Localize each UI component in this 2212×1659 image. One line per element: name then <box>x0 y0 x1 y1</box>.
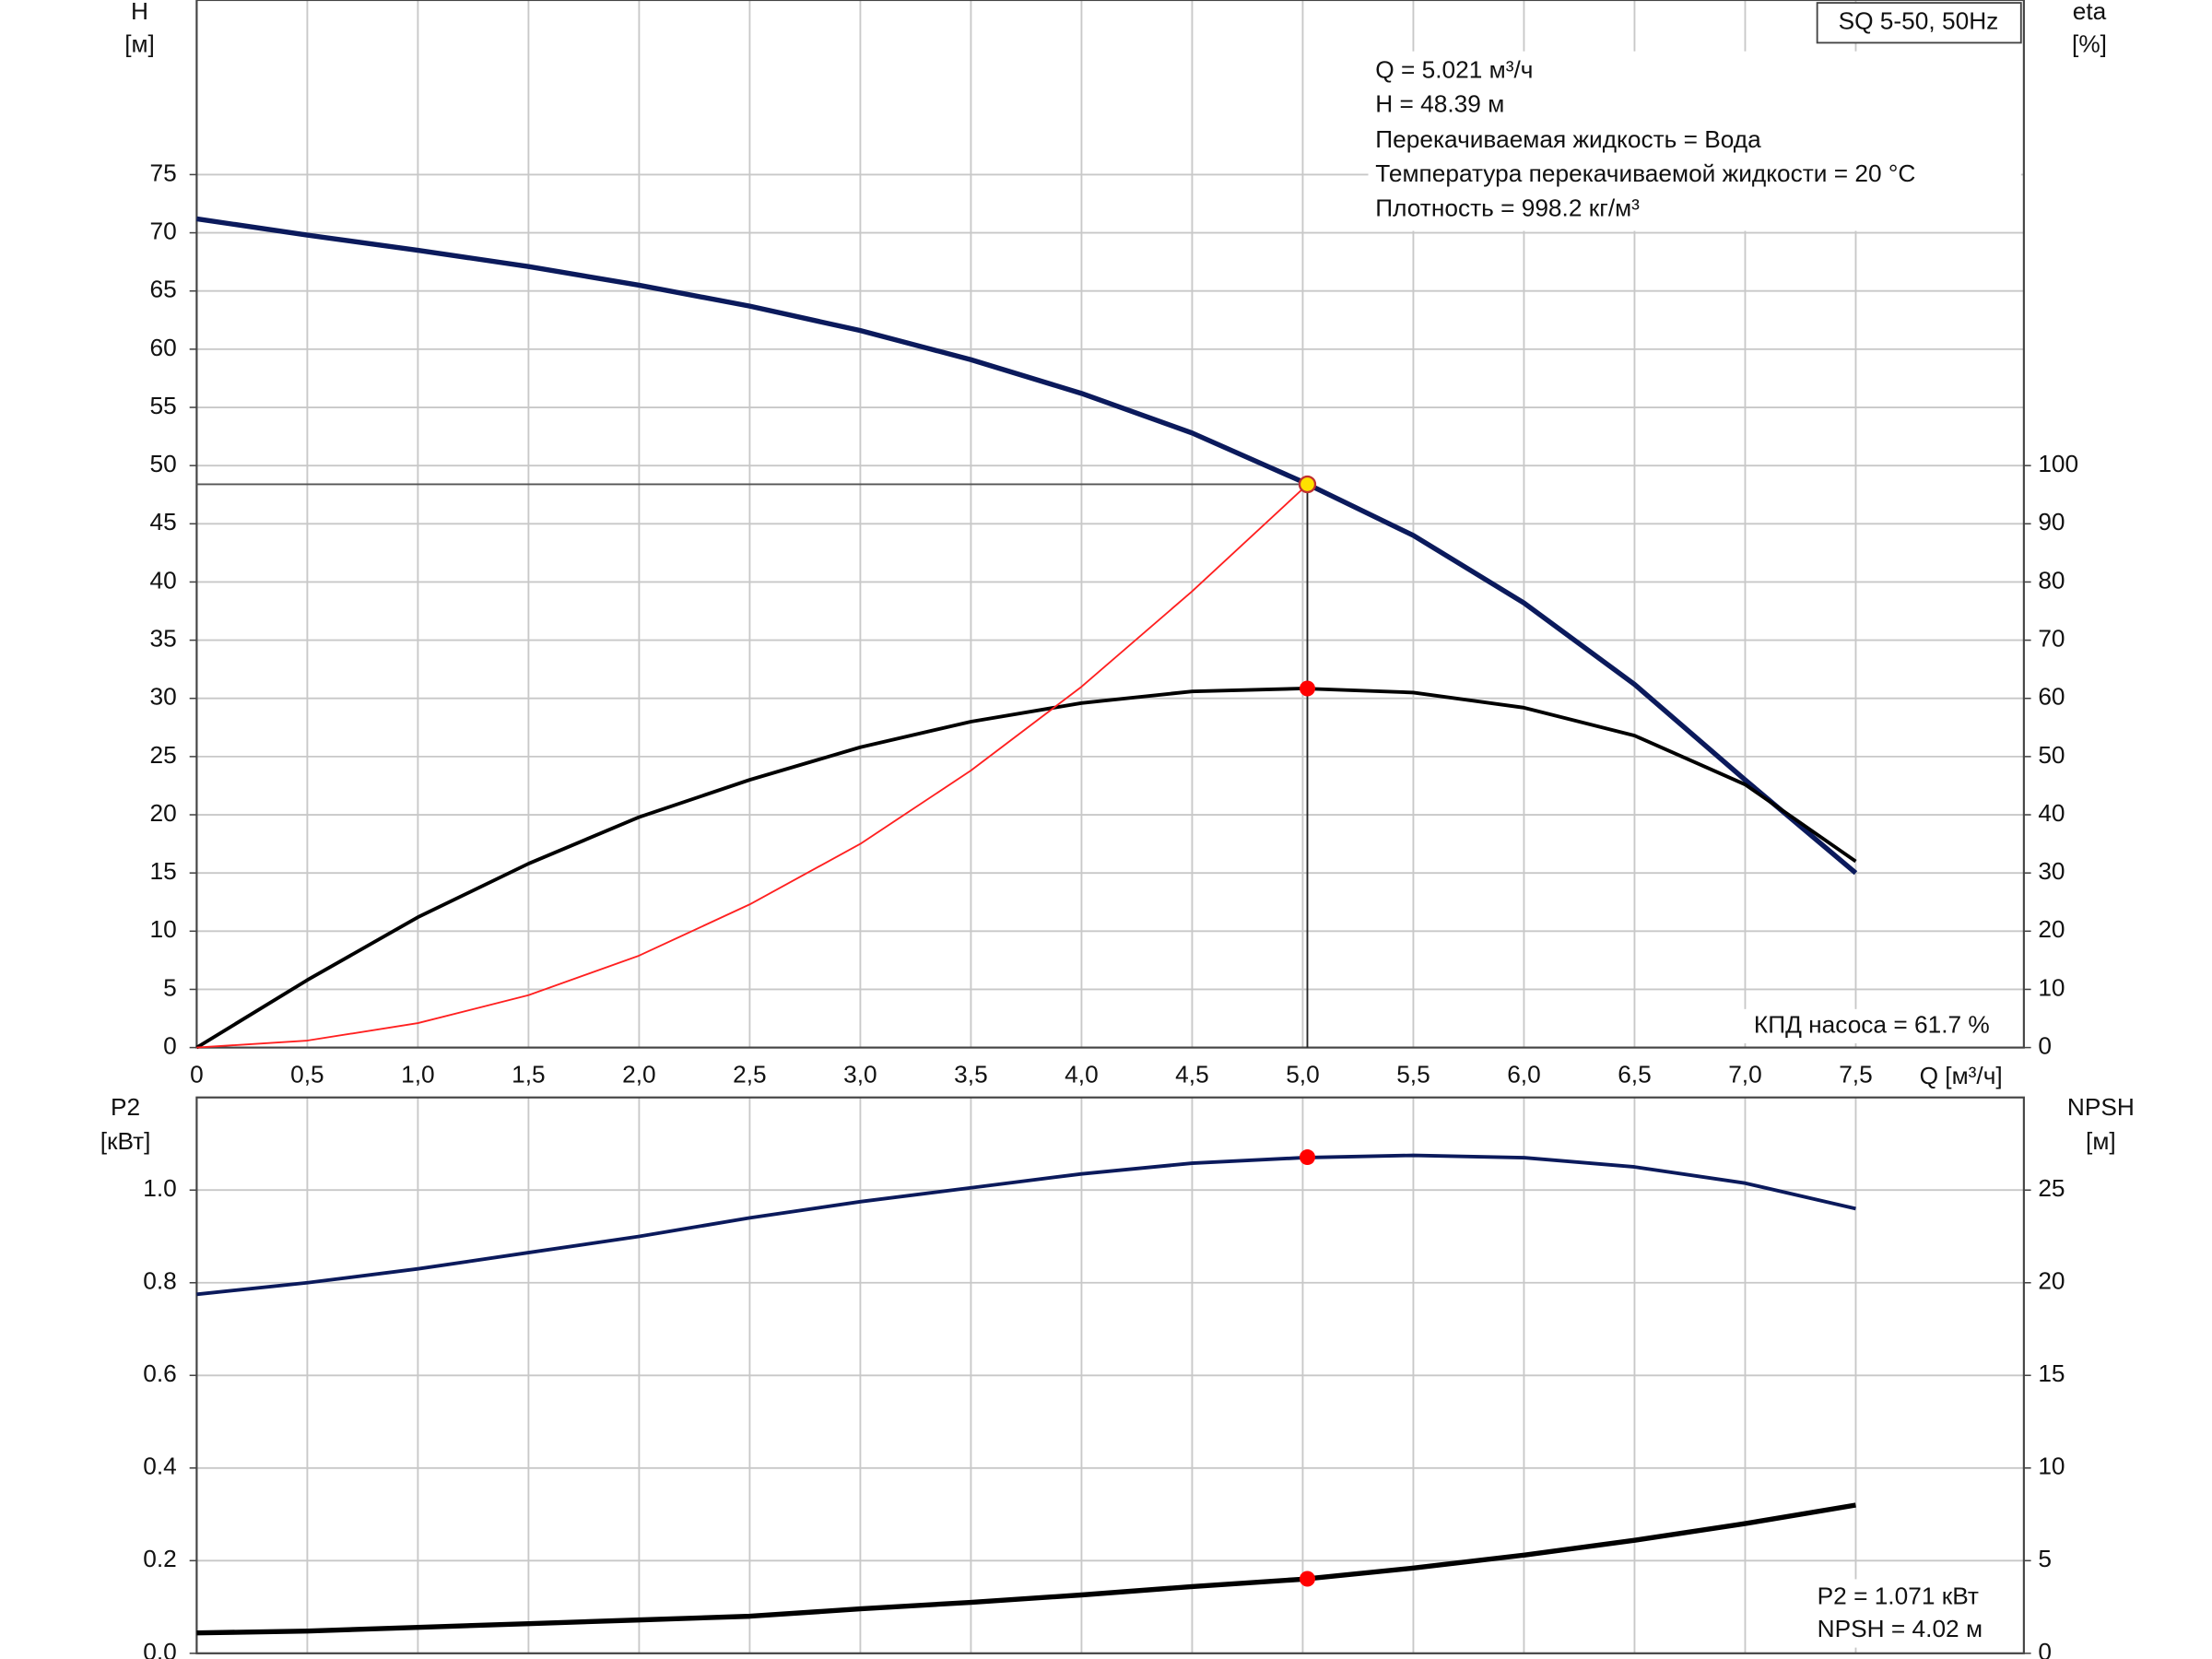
y2-tick-label: 100 <box>2038 450 2078 477</box>
y-tick-label: 0.6 <box>143 1359 177 1387</box>
x-tick-label: 1,5 <box>512 1060 546 1088</box>
operating-point <box>1299 1149 1315 1166</box>
y2-tick-label: 5 <box>2038 1545 2052 1572</box>
y-tick-label: 65 <box>150 276 177 303</box>
x-tick-label: 0,5 <box>290 1060 324 1088</box>
x-tick-label: 7,0 <box>1728 1060 1762 1088</box>
y2-tick-label: 10 <box>2038 973 2065 1001</box>
y-axis-unit: [м] <box>124 29 155 57</box>
y2-axis-unit: [м] <box>2086 1127 2116 1155</box>
marks-layer: 0 0,5 1,0 1,5 2,0 2,5 3,0 3,5 4,0 4,5 5,0 5,5 6,0 6,5… <box>143 159 2078 1659</box>
x-tick-label: 2,5 <box>733 1060 767 1088</box>
y-tick-label: 5 <box>163 973 177 1001</box>
x-tick-label: 6,5 <box>1618 1060 1652 1088</box>
y-tick-label: 1.0 <box>143 1174 177 1202</box>
x-tick-label: 5,5 <box>1396 1060 1430 1088</box>
y-axis-label: H <box>131 0 148 25</box>
y-tick-label: 50 <box>150 450 177 477</box>
y2-tick-label: 20 <box>2038 915 2065 943</box>
y-tick-label: 20 <box>150 799 177 827</box>
efficiency-label: КПД насоса = 61.7 % <box>1754 1010 1990 1038</box>
x-tick-label: 7,5 <box>1839 1060 1873 1088</box>
y2-tick-label: 70 <box>2038 625 2065 653</box>
y-tick-label: 60 <box>150 334 177 361</box>
info-box <box>1368 51 2021 231</box>
y-tick-label: 10 <box>150 915 177 943</box>
y-tick-label: 0.2 <box>143 1545 177 1572</box>
y2-tick-label: 25 <box>2038 1174 2065 1202</box>
result-box <box>1806 1579 2007 1648</box>
y2-tick-label: 90 <box>2038 508 2065 535</box>
x-tick-label: 4,0 <box>1065 1060 1099 1088</box>
y2-axis-unit: [%] <box>2072 29 2107 57</box>
efficiency-box <box>1724 1008 2005 1043</box>
y-axis-label: P2 <box>111 1093 140 1121</box>
y-tick-label: 75 <box>150 159 177 186</box>
x-tick-label: 3,5 <box>954 1060 988 1088</box>
annotation: Температура перекачиваемой жидкости = 20… <box>1375 159 1915 187</box>
series-line <box>195 687 1857 1050</box>
y2-tick-label: 30 <box>2038 857 2065 885</box>
y-tick-label: 45 <box>150 508 177 535</box>
y2-tick-label: 80 <box>2038 566 2065 594</box>
y2-tick-label: 50 <box>2038 741 2065 769</box>
x-tick-label: 5,0 <box>1286 1060 1320 1088</box>
series-line <box>196 216 1858 876</box>
y2-tick-label: 0 <box>2038 1638 2052 1659</box>
y-tick-label: 0 <box>163 1032 177 1060</box>
y-tick-label: 35 <box>150 625 177 653</box>
y2-tick-label: 60 <box>2038 683 2065 711</box>
y-tick-label: 25 <box>150 741 177 769</box>
grid-layer <box>195 0 2025 1654</box>
x-tick-label: 6,0 <box>1507 1060 1541 1088</box>
model-label: SQ 5-50, 50Hz <box>1839 7 1999 35</box>
y-tick-label: 0.0 <box>143 1638 177 1659</box>
x-axis-label: Q [м³/ч] <box>1920 1062 2003 1089</box>
y-axis-unit: [кВт] <box>100 1127 151 1155</box>
operating-point <box>1299 680 1315 697</box>
y-tick-label: 70 <box>150 218 177 245</box>
y-tick-label: 55 <box>150 392 177 419</box>
x-tick-label: 1,0 <box>401 1060 435 1088</box>
annotation: Плотность = 998.2 кг/м³ <box>1375 194 1640 221</box>
x-tick-label: 2,0 <box>622 1060 656 1088</box>
y-tick-label: 40 <box>150 566 177 594</box>
y-tick-label: 0.8 <box>143 1267 177 1295</box>
series-line <box>196 1502 1856 1636</box>
y-tick-label: 0.4 <box>143 1453 177 1480</box>
annotation: P2 = 1.071 кВт <box>1818 1582 1979 1609</box>
model-box <box>1816 2 2022 44</box>
annotation: Q = 5.021 м³/ч <box>1375 55 1533 83</box>
y2-axis-label: NPSH <box>2067 1093 2135 1121</box>
x-tick-label: 0 <box>190 1060 204 1088</box>
y-tick-label: 15 <box>150 857 177 885</box>
y2-tick-label: 0 <box>2038 1032 2052 1060</box>
annotation: NPSH = 4.02 м <box>1818 1615 1983 1642</box>
y2-tick-label: 40 <box>2038 799 2065 827</box>
series-line <box>196 1153 1856 1297</box>
operating-point <box>1298 475 1317 494</box>
y2-tick-label: 20 <box>2038 1267 2065 1295</box>
x-tick-label: 3,0 <box>843 1060 877 1088</box>
annotation: Перекачиваемая жидкость = Вода <box>1375 125 1761 153</box>
annotation: H = 48.39 м <box>1375 89 1504 117</box>
y2-tick-label: 10 <box>2038 1453 2065 1480</box>
series-line <box>196 488 1304 1049</box>
y-tick-label: 30 <box>150 683 177 711</box>
y2-tick-label: 15 <box>2038 1359 2065 1387</box>
x-tick-label: 4,5 <box>1175 1060 1209 1088</box>
operating-point <box>1299 1571 1315 1587</box>
y2-axis-label: eta <box>2073 0 2107 25</box>
